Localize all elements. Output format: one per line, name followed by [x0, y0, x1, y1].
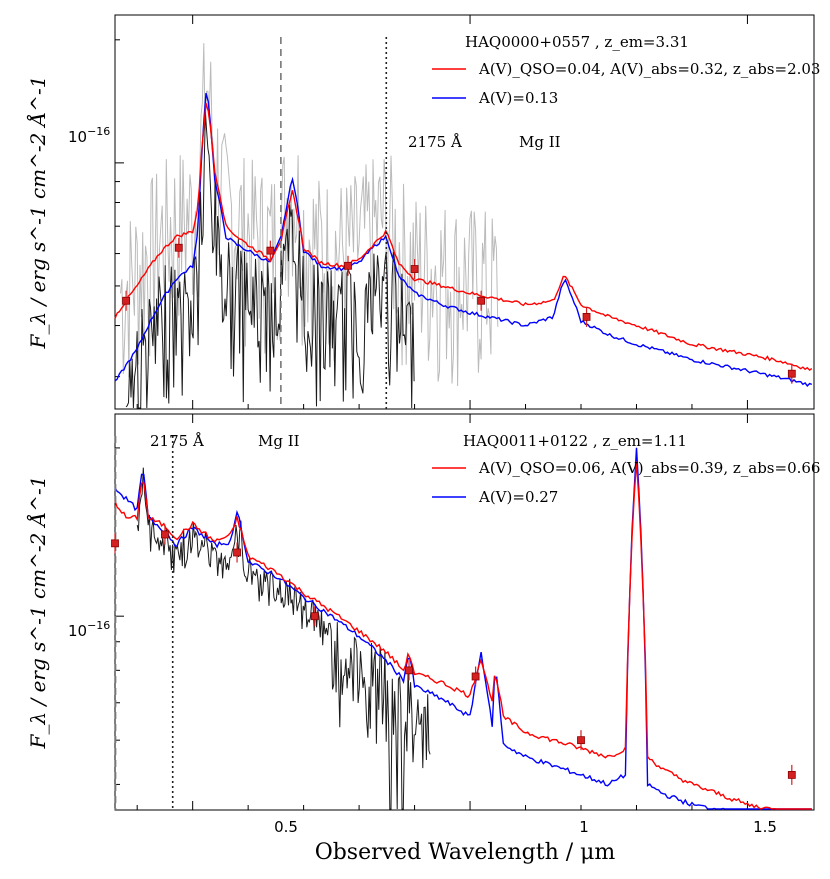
panel-top-ytick: 10−16 [68, 125, 110, 146]
series-blue-model-1 [114, 447, 812, 810]
panel-top-frame [114, 14, 815, 410]
photometry-point-1-7 [787, 771, 796, 779]
panel-bottom-title: HAQ0011+0122 , z_em=1.11 [463, 432, 687, 450]
x-tick-1: 1 [579, 818, 589, 836]
legend-top-blue-label: A(V)=0.13 [478, 89, 558, 107]
series-blue-model-0 [114, 92, 813, 387]
panel-bottom-annotation-mgii: Mg II [258, 432, 300, 450]
photometry-point-1-2 [233, 548, 241, 557]
photometry-point-0-4 [410, 265, 419, 273]
x-axis-label: Observed Wavelength / μm [315, 840, 616, 865]
photometry-point-0-7 [787, 369, 796, 378]
photometry-point-0-0 [122, 296, 130, 305]
photometry-point-0-3 [344, 261, 352, 270]
panel-bottom-annotation-2175: 2175 Å [150, 432, 204, 450]
legend-bottom-red-label: A(V)_QSO=0.06, A(V)_abs=0.39, z_abs=0.66 [478, 459, 820, 477]
panel-bottom-ytick: 10−16 [68, 619, 110, 640]
panel-top: 10−16 HAQ0000+0557 , z_em=3.31 A(V)_QSO=… [68, 14, 820, 410]
photometry-point-0-2 [266, 246, 275, 255]
photometry-point-0-5 [477, 296, 486, 305]
photometry-point-1-1 [161, 530, 169, 539]
photometry-point-1-3 [310, 612, 319, 621]
panel-bottom: 10−16 HAQ0011+0122 , z_em=1.11 A(V)_QSO=… [68, 413, 820, 811]
y-axis-label-bottom: F_λ / erg s^-1 cm^-2 Å^-1 [25, 476, 50, 750]
series-red-model-0 [114, 103, 813, 372]
panel-top-title: HAQ0000+0557 , z_em=3.31 [465, 33, 689, 51]
x-tick-0-5: 0.5 [274, 818, 298, 836]
photometry-point-0-1 [174, 243, 183, 252]
panel-bottom-frame [114, 413, 815, 811]
photometry-point-1-0 [111, 539, 119, 548]
x-tick-1-5: 1.5 [753, 818, 777, 836]
panel-top-annotation-2175: 2175 Å [408, 133, 462, 151]
spectrum-observed-1 [136, 467, 431, 810]
legend-top-red-label: A(V)_QSO=0.04, A(V)_abs=0.32, z_abs=2.03 [478, 60, 820, 78]
panel-bottom-plot [111, 414, 812, 810]
legend-bottom-blue-label: A(V)=0.27 [478, 488, 558, 506]
photometry-point-1-5 [471, 672, 480, 681]
panel-top-annotation-mgii: Mg II [519, 133, 561, 151]
spectrum-observed-0 [125, 111, 415, 409]
photometry-point-1-6 [577, 736, 585, 745]
photometry-point-1-4 [405, 666, 413, 675]
series-red-model-1 [114, 461, 812, 810]
spectrum-gray-0 [120, 43, 499, 387]
y-axis-label-top: F_λ / erg s^-1 cm^-2 Å^-1 [25, 76, 50, 350]
photometry-point-0-6 [582, 312, 591, 321]
panel-top-plot [114, 15, 813, 409]
